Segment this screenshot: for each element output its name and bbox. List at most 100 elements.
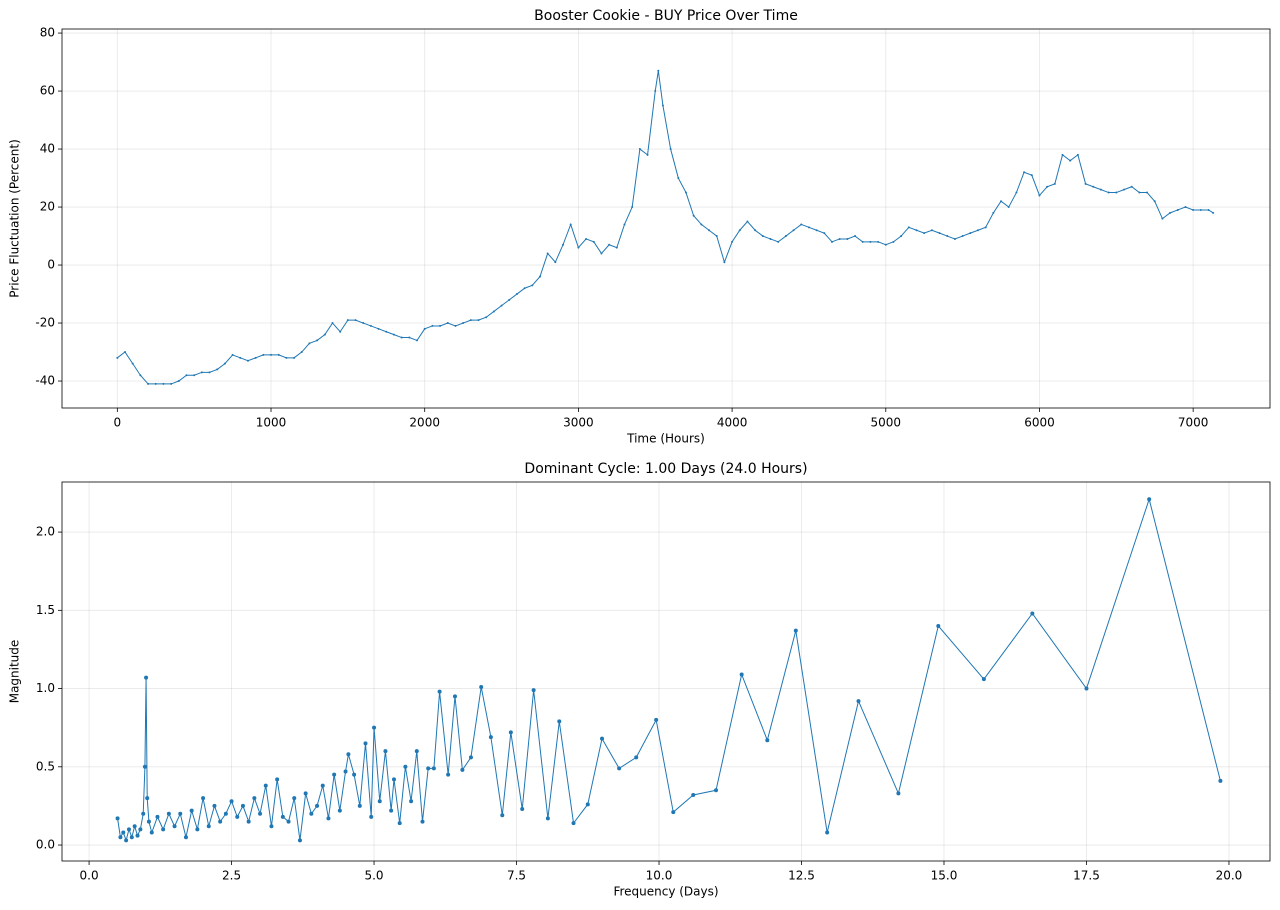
y-tick-label: 0 bbox=[47, 258, 55, 272]
data-point bbox=[308, 342, 311, 345]
data-point bbox=[769, 237, 772, 240]
data-point bbox=[270, 353, 273, 356]
data-point bbox=[631, 206, 634, 209]
data-point bbox=[654, 717, 659, 722]
data-point bbox=[585, 237, 588, 240]
data-point bbox=[426, 766, 431, 771]
data-point bbox=[508, 298, 511, 301]
x-tick-label: 7.5 bbox=[507, 869, 526, 883]
data-point bbox=[500, 304, 503, 307]
y-tick-label: 1.5 bbox=[36, 603, 55, 617]
data-point bbox=[339, 330, 342, 333]
data-point bbox=[124, 838, 129, 843]
data-point bbox=[138, 827, 143, 832]
data-point bbox=[815, 229, 818, 232]
data-point bbox=[195, 827, 200, 832]
data-point bbox=[1115, 191, 1118, 194]
data-point bbox=[600, 252, 603, 255]
data-point bbox=[263, 783, 268, 788]
data-point bbox=[275, 777, 280, 782]
data-point bbox=[992, 211, 995, 214]
x-tick-label: 2000 bbox=[409, 416, 440, 430]
data-point bbox=[431, 324, 434, 327]
data-point bbox=[132, 824, 137, 829]
data-point bbox=[357, 803, 362, 808]
data-point bbox=[316, 339, 319, 342]
data-point bbox=[146, 819, 151, 824]
data-point bbox=[545, 816, 550, 821]
chart-title: Dominant Cycle: 1.00 Days (24.0 Hours) bbox=[524, 461, 807, 477]
data-point bbox=[354, 319, 357, 322]
data-point bbox=[416, 339, 419, 342]
data-point bbox=[546, 252, 549, 255]
data-point bbox=[554, 261, 557, 264]
data-point bbox=[700, 223, 703, 226]
data-point bbox=[807, 226, 810, 229]
data-point bbox=[437, 689, 442, 694]
data-point bbox=[262, 353, 265, 356]
x-tick-label: 0.0 bbox=[80, 869, 99, 883]
y-tick-label: 80 bbox=[40, 26, 55, 40]
data-point bbox=[531, 284, 534, 287]
data-point bbox=[420, 819, 425, 824]
data-point bbox=[115, 816, 120, 821]
data-point bbox=[515, 293, 518, 296]
data-point bbox=[145, 796, 150, 801]
data-point bbox=[765, 738, 770, 743]
data-point bbox=[240, 803, 245, 808]
y-tick-label: -20 bbox=[35, 316, 55, 330]
data-point bbox=[131, 362, 134, 365]
data-point bbox=[297, 838, 302, 843]
data-point bbox=[116, 356, 119, 359]
data-point bbox=[144, 675, 149, 680]
data-point bbox=[1122, 188, 1125, 191]
data-point bbox=[337, 808, 342, 813]
data-point bbox=[754, 229, 757, 232]
data-point bbox=[617, 766, 622, 771]
data-point bbox=[830, 240, 833, 243]
data-point bbox=[166, 811, 171, 816]
data-point bbox=[162, 382, 165, 385]
data-point bbox=[149, 830, 154, 835]
data-point bbox=[216, 368, 219, 371]
data-point bbox=[185, 374, 188, 377]
data-point bbox=[1053, 182, 1056, 185]
data-point bbox=[346, 319, 349, 322]
data-point bbox=[856, 699, 861, 704]
data-point bbox=[1199, 208, 1202, 211]
data-point bbox=[280, 814, 285, 819]
data-point bbox=[577, 246, 580, 249]
plot-frame bbox=[61, 28, 1271, 409]
data-point bbox=[846, 237, 849, 240]
data-point bbox=[223, 811, 228, 816]
data-point bbox=[369, 324, 372, 327]
data-point bbox=[235, 814, 240, 819]
chart-title: Booster Cookie - BUY Price Over Time bbox=[534, 8, 798, 24]
data-point bbox=[714, 788, 719, 793]
data-point bbox=[684, 191, 687, 194]
data-point bbox=[1099, 188, 1102, 191]
data-point bbox=[446, 322, 449, 325]
data-point bbox=[654, 90, 657, 93]
data-point bbox=[523, 287, 526, 290]
data-point bbox=[414, 749, 419, 754]
data-point bbox=[363, 741, 368, 746]
data-point bbox=[377, 327, 380, 330]
data-point bbox=[315, 803, 320, 808]
x-tick-label: 5000 bbox=[871, 416, 902, 430]
data-point bbox=[953, 237, 956, 240]
data-point bbox=[309, 811, 314, 816]
data-point bbox=[178, 811, 183, 816]
data-point bbox=[938, 232, 941, 235]
data-point bbox=[646, 153, 649, 156]
data-point bbox=[946, 235, 949, 238]
data-point bbox=[1184, 206, 1187, 209]
x-tick-label: 6000 bbox=[1024, 416, 1055, 430]
data-point bbox=[1076, 153, 1079, 156]
data-point bbox=[229, 799, 234, 804]
data-point bbox=[468, 755, 473, 760]
data-point bbox=[1161, 217, 1164, 220]
data-line bbox=[117, 497, 1221, 843]
y-tick-label: 0.0 bbox=[36, 838, 55, 852]
data-point bbox=[1207, 208, 1210, 211]
